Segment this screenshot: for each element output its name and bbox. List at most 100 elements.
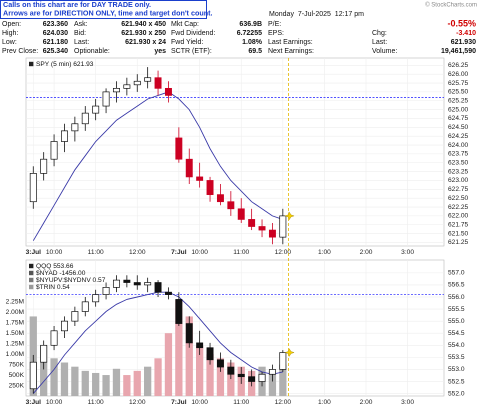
volume-bar xyxy=(123,375,131,396)
candle-body xyxy=(258,373,266,382)
quote-label: Last: xyxy=(372,39,387,46)
y-tick-label: 554.5 xyxy=(448,330,465,337)
y-tick-label: 622.25 xyxy=(448,204,469,211)
y-tick-label: 623.00 xyxy=(448,177,469,184)
y-tick-label: 626.25 xyxy=(448,62,469,69)
y-tick-label: 624.50 xyxy=(448,124,469,131)
candle-body xyxy=(92,105,100,114)
candle-body xyxy=(133,80,141,86)
volume-bar xyxy=(112,368,121,396)
x-tick-label: 3:00 xyxy=(401,249,414,256)
candle-body xyxy=(175,299,183,324)
candle-body xyxy=(237,373,245,378)
candle-body xyxy=(40,158,48,174)
candle-body xyxy=(102,287,110,295)
candle-body xyxy=(81,112,89,125)
x-tick-label: 7:Jul xyxy=(171,399,187,406)
quote-value: 19,461,590 xyxy=(441,48,476,55)
candle-body xyxy=(216,359,224,368)
quote-value: 6.72255 xyxy=(237,30,262,37)
volume-bar xyxy=(144,366,152,396)
quote-label: Open: xyxy=(2,21,21,28)
candle-body xyxy=(206,347,214,361)
legend-text: $NYUPV:$NYDNV 0.57 xyxy=(36,277,106,284)
candle-body xyxy=(123,84,131,89)
x-tick-label: 11:00 xyxy=(233,399,249,406)
candle-body xyxy=(206,180,214,195)
volume-bar xyxy=(133,370,141,396)
candle-body xyxy=(29,173,37,203)
volume-tick-label: 1.25M xyxy=(6,340,24,347)
quote-label: High: xyxy=(2,30,18,37)
y-tick-label: 625.50 xyxy=(448,89,469,96)
y-tick-label: 621.75 xyxy=(448,221,469,228)
x-tick-label: 7:Jul xyxy=(171,249,187,256)
x-tick-label: 3:Jul xyxy=(26,399,42,406)
x-tick-label: 11:00 xyxy=(88,399,104,406)
quote-value: yes xyxy=(154,48,166,55)
x-tick-label: 1:00 xyxy=(318,399,331,406)
volume-tick-label: 1.75M xyxy=(6,319,24,326)
y-tick-label: 624.75 xyxy=(448,115,469,122)
candle-body xyxy=(185,323,193,344)
quote-label: P/E: xyxy=(268,21,281,28)
candle-body xyxy=(227,201,235,210)
quote-label: Last: xyxy=(74,39,89,46)
x-tick-label: 2:00 xyxy=(360,249,373,256)
candle-body xyxy=(61,130,68,142)
x-tick-label: 11:00 xyxy=(88,249,104,256)
quote-value: -3.410 xyxy=(456,30,476,37)
volume-bar xyxy=(175,299,183,396)
quote-label: Bid: xyxy=(74,30,86,37)
x-tick-label: 10:00 xyxy=(191,249,208,256)
x-tick-label: 1:00 xyxy=(318,249,331,256)
candle-body xyxy=(40,344,48,363)
quote-label: Volume: xyxy=(372,48,397,55)
y-tick-label: 552.5 xyxy=(448,378,465,385)
candle-body xyxy=(185,158,193,178)
y-tick-label: 622.50 xyxy=(448,195,469,202)
quote-label: Optionable: xyxy=(74,48,110,55)
y-tick-label: 554.0 xyxy=(448,342,465,349)
legend-text: QQQ 553.66 xyxy=(36,263,74,270)
volume-bar xyxy=(227,362,235,396)
volume-tick-label: 2.00M xyxy=(6,309,24,316)
y-tick-label: 621.25 xyxy=(448,239,469,246)
volume-bar xyxy=(268,370,277,396)
x-tick-label: 10:00 xyxy=(46,249,63,256)
y-tick-label: 622.75 xyxy=(448,186,469,193)
quote-table: Open: 623.360 Ask: 621.940 x 450 Mkt Cap: 636… xyxy=(2,18,476,54)
y-tick-label: 623.75 xyxy=(448,151,469,158)
legend-text: $TRIN 0.54 xyxy=(36,284,70,291)
candle-body xyxy=(248,376,256,382)
candle-body xyxy=(154,282,162,293)
volume-bar xyxy=(154,358,162,396)
candle-body xyxy=(71,123,79,132)
quote-value: 623.360 xyxy=(43,21,68,28)
volume-bar xyxy=(102,375,110,396)
candle-body xyxy=(279,215,287,238)
candle-body xyxy=(268,369,276,375)
y-tick-label: 552.0 xyxy=(448,390,465,397)
candle-body xyxy=(112,279,120,288)
volume-bar xyxy=(60,362,69,396)
quote-label: Chg: xyxy=(372,30,387,37)
volume-tick-label: 750K xyxy=(9,361,25,368)
plot-frame xyxy=(25,57,445,247)
watermark: © StockCharts.com xyxy=(425,2,477,9)
candle-body xyxy=(164,291,172,295)
volume-tick-label: 1.00M xyxy=(6,351,24,358)
signal-marker xyxy=(284,348,295,357)
x-tick-label: 3:Jul xyxy=(26,249,42,256)
candle-body xyxy=(112,87,120,93)
quote-label: Last Earnings: xyxy=(268,39,313,46)
legend-swatch xyxy=(29,61,34,67)
y-tick-label: 556.5 xyxy=(448,282,465,289)
y-tick-label: 556.0 xyxy=(448,294,465,301)
quote-value: 1.08% xyxy=(242,39,263,46)
x-tick-label: 12:00 xyxy=(129,399,146,406)
y-tick-label: 553.0 xyxy=(448,366,465,373)
legend-swatch xyxy=(29,284,34,290)
